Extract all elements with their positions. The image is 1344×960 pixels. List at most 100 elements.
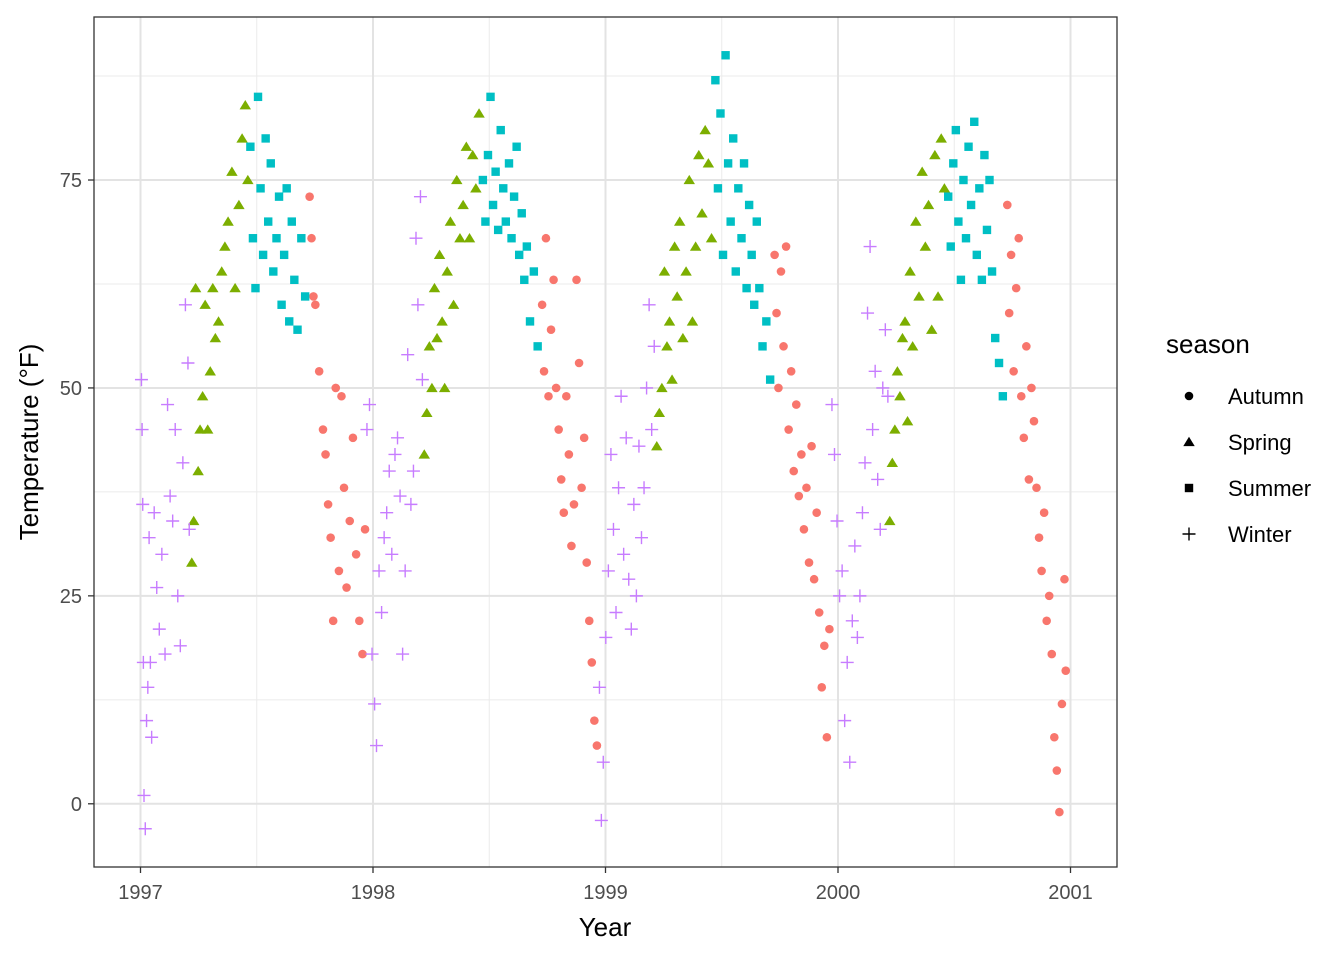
y-axis-title: Temperature (°F) <box>14 344 44 541</box>
data-point-summer <box>954 217 963 226</box>
data-point-winter <box>853 589 867 603</box>
data-point-winter <box>176 456 190 470</box>
data-point-spring <box>896 332 909 343</box>
data-point-summer <box>285 317 294 326</box>
data-point-summer <box>747 250 756 260</box>
data-point-autumn <box>587 658 597 667</box>
data-point-winter <box>173 639 187 653</box>
data-point-spring <box>661 341 673 351</box>
data-point-summer <box>755 283 764 293</box>
data-point-winter <box>409 231 423 245</box>
data-point-winter <box>137 788 151 802</box>
data-point-spring <box>441 266 453 276</box>
data-point-winter <box>385 547 399 561</box>
data-point-autumn <box>772 308 781 318</box>
y-tick-label: 75 <box>60 170 82 192</box>
data-point-autumn <box>342 583 351 592</box>
data-point-summer <box>998 392 1008 401</box>
data-point-winter <box>155 547 169 561</box>
data-point-summer <box>742 283 751 293</box>
data-point-spring <box>423 341 436 351</box>
data-point-autumn <box>554 425 563 434</box>
points-layer <box>134 51 1071 836</box>
data-point-spring <box>913 291 925 301</box>
data-point-winter <box>411 298 425 312</box>
data-point-autumn <box>804 558 814 567</box>
data-point-spring <box>219 241 231 251</box>
data-point-winter <box>370 739 384 753</box>
data-point-summer <box>716 109 725 118</box>
data-point-winter <box>404 497 418 511</box>
data-point-summer <box>713 184 723 193</box>
data-point-summer <box>970 117 979 126</box>
data-point-summer <box>977 275 987 285</box>
data-point-spring <box>470 183 482 193</box>
data-point-autumn <box>559 508 569 517</box>
data-point-summer <box>737 234 746 243</box>
data-point-summer <box>293 325 302 334</box>
data-point-summer <box>520 275 529 285</box>
data-point-autumn <box>541 233 551 243</box>
data-point-autumn <box>572 275 581 285</box>
data-point-summer <box>739 159 749 168</box>
legend-key-autumn-icon <box>1184 391 1194 401</box>
data-point-winter <box>135 423 149 437</box>
data-point-autumn <box>1009 367 1018 376</box>
data-point-winter <box>601 564 615 578</box>
data-point-summer <box>499 184 508 193</box>
data-point-summer <box>972 250 982 260</box>
data-point-spring <box>444 216 457 226</box>
data-point-summer <box>274 192 284 201</box>
data-point-winter <box>624 622 638 636</box>
data-point-spring <box>677 332 689 343</box>
data-point-spring <box>680 266 692 276</box>
data-point-winter <box>855 506 869 520</box>
data-point-winter <box>393 489 407 503</box>
data-point-spring <box>693 149 705 160</box>
data-point-autumn <box>577 483 586 493</box>
data-point-spring <box>207 282 219 293</box>
data-point-summer <box>522 242 532 251</box>
data-point-spring <box>421 407 433 418</box>
data-point-spring <box>886 457 899 467</box>
data-point-summer <box>509 192 519 201</box>
data-point-spring <box>889 424 901 434</box>
data-point-autumn <box>584 616 594 626</box>
data-point-spring <box>192 465 204 476</box>
data-point-winter <box>134 373 148 387</box>
data-point-winter <box>168 423 182 437</box>
data-point-summer <box>758 342 767 351</box>
data-point-autumn <box>546 325 556 335</box>
data-point-spring <box>186 557 198 567</box>
data-point-summer <box>533 342 542 351</box>
data-point-autumn <box>802 483 811 493</box>
data-point-spring <box>683 174 695 185</box>
x-tick-label: 2000 <box>816 882 861 904</box>
data-point-autumn <box>820 641 829 651</box>
data-point-spring <box>891 366 904 376</box>
data-point-autumn <box>797 450 806 459</box>
data-point-spring <box>904 266 916 276</box>
data-point-winter <box>868 364 882 378</box>
data-point-winter <box>365 647 379 661</box>
data-point-autumn <box>1061 666 1071 676</box>
series-winter <box>134 190 895 836</box>
data-point-winter <box>609 605 623 619</box>
data-point-autumn <box>812 508 821 517</box>
grid <box>94 17 1117 867</box>
data-point-spring <box>242 174 254 185</box>
data-point-summer <box>721 51 730 60</box>
data-point-autumn <box>1014 233 1024 243</box>
data-point-summer <box>512 142 521 151</box>
data-point-spring <box>935 133 947 143</box>
data-point-autumn <box>784 425 793 434</box>
data-point-autumn <box>1042 616 1051 626</box>
data-point-spring <box>916 166 928 176</box>
data-point-autumn <box>309 292 318 301</box>
data-point-winter <box>415 373 429 387</box>
data-point-autumn <box>311 300 320 310</box>
data-point-winter <box>181 356 195 370</box>
data-point-summer <box>264 217 273 226</box>
data-point-winter <box>145 730 159 744</box>
data-point-spring <box>922 199 935 210</box>
